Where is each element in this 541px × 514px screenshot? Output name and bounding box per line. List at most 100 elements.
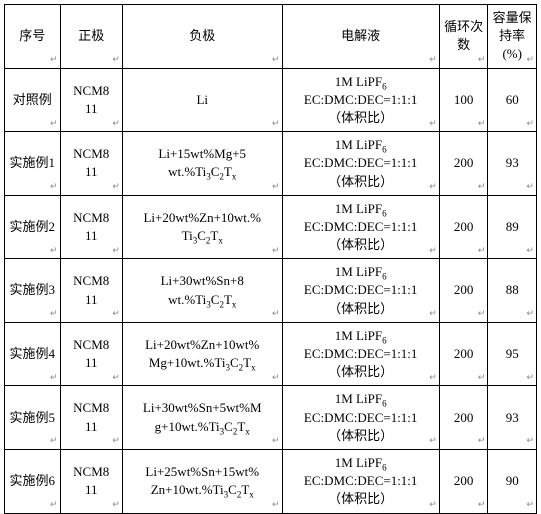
cell-neg-value: Li+15wt%Mg+5wt.%Ti3C2Tx xyxy=(158,145,246,181)
cell-cyc-value: 200 xyxy=(454,345,474,363)
cell-pos: NCM811↵ xyxy=(60,449,122,513)
return-mark: ↵ xyxy=(526,180,534,193)
cell-pos: NCM811↵ xyxy=(60,322,122,386)
header-pos: 正极 ↵ xyxy=(60,5,122,69)
cell-cyc: 200↵ xyxy=(439,322,488,386)
table-header: 序号↵ 正极↵ 负极↵ 电解液↵ 循环次数↵ 容量保持率(%)↵ xyxy=(5,5,537,69)
header-seq: 序号 ↵ xyxy=(5,5,61,69)
return-mark: ↵ xyxy=(112,53,120,66)
return-mark: ↵ xyxy=(112,307,120,320)
cell-ele: 1M LiPF6EC:DMC:DEC=1:1:1（体积比） ↵ xyxy=(282,259,439,323)
cell-cap: 95 ↵ xyxy=(488,322,537,386)
cell-seq: 实施例1 ↵ xyxy=(5,132,61,196)
cell-cap-value: 88 xyxy=(506,281,519,299)
return-mark: ↵ xyxy=(272,498,280,511)
cell-cap-value: 60 xyxy=(506,91,519,109)
return-mark: ↵ xyxy=(112,498,120,511)
cell-ele: 1M LiPF6EC:DMC:DEC=1:1:1（体积比）↵ xyxy=(282,386,439,450)
cell-seq: 实施例5↵ xyxy=(5,386,61,450)
return-mark: ↵ xyxy=(478,434,486,447)
cell-cyc: 100 ↵ xyxy=(439,68,488,132)
cell-pos: NCM811↵ xyxy=(60,195,122,259)
cell-cyc: 200 ↵ xyxy=(439,259,488,323)
return-mark: ↵ xyxy=(272,307,280,320)
return-mark: ↵ xyxy=(429,117,437,130)
cell-neg: Li+20wt%Zn+10wt%Mg+10wt.%Ti3C2Tx ↵ xyxy=(122,322,282,386)
cell-cap-value: 95 xyxy=(506,345,519,363)
return-mark: ↵ xyxy=(526,434,534,447)
cell-cyc: 200↵ xyxy=(439,132,488,196)
cell-ele-value: 1M LiPF6EC:DMC:DEC=1:1:1（体积比） xyxy=(304,454,418,509)
cell-ele: 1M LiPF6EC:DMC:DEC=1:1:1（体积比） ↵ xyxy=(282,132,439,196)
cell-ele-value: 1M LiPF6EC:DMC:DEC=1:1:1（体积比） xyxy=(304,263,418,318)
return-mark: ↵ xyxy=(429,307,437,320)
cell-seq-value: 实施例3 xyxy=(9,281,55,299)
cell-neg: Li+30wt%Sn+5wt%Mg+10wt.%Ti3C2Tx↵ xyxy=(122,386,282,450)
return-mark: ↵ xyxy=(50,244,58,257)
cell-seq: 实施例3↵ xyxy=(5,259,61,323)
return-mark: ↵ xyxy=(112,117,120,130)
cell-cyc-value: 100 xyxy=(454,91,474,109)
return-mark: ↵ xyxy=(50,180,58,193)
header-ele: 电解液↵ xyxy=(282,5,439,69)
return-mark: ↵ xyxy=(478,498,486,511)
return-mark: ↵ xyxy=(112,244,120,257)
cell-ele-value: 1M LiPF6EC:DMC:DEC=1:1:1（体积比） xyxy=(304,136,418,191)
cell-cyc: 200↵ xyxy=(439,449,488,513)
return-mark: ↵ xyxy=(478,180,486,193)
return-mark: ↵ xyxy=(272,53,280,66)
cell-pos-value: NCM811 xyxy=(73,209,109,245)
return-mark: ↵ xyxy=(478,307,486,320)
cell-cap: 93 ↵ xyxy=(488,386,537,450)
cell-seq-value: 实施例5 xyxy=(9,409,55,427)
cell-pos-value: NCM811 xyxy=(73,272,109,308)
header-seq-label: 序号 xyxy=(19,27,45,45)
return-mark: ↵ xyxy=(526,498,534,511)
cell-ele: 1M LiPF6EC:DMC:DEC=1:1:1（体积比） ↵ xyxy=(282,68,439,132)
cell-pos-value: NCM811 xyxy=(73,399,109,435)
table-row: 实施例5↵NCM811↵Li+30wt%Sn+5wt%Mg+10wt.%Ti3C… xyxy=(5,386,537,450)
return-mark: ↵ xyxy=(526,53,534,66)
cell-ele-value: 1M LiPF6EC:DMC:DEC=1:1:1（体积比） xyxy=(304,200,418,255)
return-mark: ↵ xyxy=(526,117,534,130)
cell-cyc-value: 200 xyxy=(454,218,474,236)
return-mark: ↵ xyxy=(429,180,437,193)
return-mark: ↵ xyxy=(50,53,58,66)
return-mark: ↵ xyxy=(272,117,280,130)
cell-seq-value: 实施例6 xyxy=(9,472,55,490)
return-mark: ↵ xyxy=(272,371,280,384)
cell-neg-value: Li+20wt%Zn+10wt%Mg+10wt.%Ti3C2Tx xyxy=(145,336,259,372)
cell-cap-value: 93 xyxy=(506,154,519,172)
cell-neg: Li+30wt%Sn+8wt.%Ti3C2Tx ↵ xyxy=(122,259,282,323)
cell-ele: 1M LiPF6EC:DMC:DEC=1:1:1（体积比） ↵ xyxy=(282,449,439,513)
cell-ele-value: 1M LiPF6EC:DMC:DEC=1:1:1（体积比） xyxy=(304,73,418,128)
cell-neg: Li+15wt%Mg+5wt.%Ti3C2Tx↵ xyxy=(122,132,282,196)
cell-cyc-value: 200 xyxy=(454,281,474,299)
return-mark: ↵ xyxy=(429,53,437,66)
cell-cyc-value: 200 xyxy=(454,409,474,427)
cell-cyc: 200 ↵ xyxy=(439,195,488,259)
return-mark: ↵ xyxy=(429,498,437,511)
header-neg-label: 负极 xyxy=(189,27,215,45)
cell-seq-value: 实施例4 xyxy=(9,345,55,363)
header-pos-label: 正极 xyxy=(78,27,104,45)
return-mark: ↵ xyxy=(526,371,534,384)
cell-seq-value: 对照例 xyxy=(13,91,52,109)
table-row: 实施例3↵NCM811↵Li+30wt%Sn+8wt.%Ti3C2Tx↵1M L… xyxy=(5,259,537,323)
table-row: 实施例4↵NCM811↵Li+20wt%Zn+10wt%Mg+10wt.%Ti3… xyxy=(5,322,537,386)
return-mark: ↵ xyxy=(478,117,486,130)
return-mark: ↵ xyxy=(112,371,120,384)
cell-neg-value: Li+30wt%Sn+8wt.%Ti3C2Tx xyxy=(161,272,244,308)
cell-neg-value: Li xyxy=(196,91,208,109)
cell-neg-value: Li+20wt%Zn+10wt.%Ti3C2Tx xyxy=(143,209,261,245)
cell-cap: 90↵ xyxy=(488,449,537,513)
cell-cap-value: 93 xyxy=(506,409,519,427)
cell-ele: 1M LiPF6EC:DMC:DEC=1:1:1（体积比）↵ xyxy=(282,322,439,386)
return-mark: ↵ xyxy=(478,244,486,257)
header-neg: 负极 ↵ xyxy=(122,5,282,69)
cell-pos: NCM811↵ xyxy=(60,259,122,323)
cell-cyc: 200 ↵ xyxy=(439,386,488,450)
cell-seq-value: 实施例1 xyxy=(9,154,55,172)
table-body: 对照例↵NCM811↵Li↵1M LiPF6EC:DMC:DEC=1:1:1（体… xyxy=(5,68,537,513)
cell-pos: NCM811↵ xyxy=(60,68,122,132)
